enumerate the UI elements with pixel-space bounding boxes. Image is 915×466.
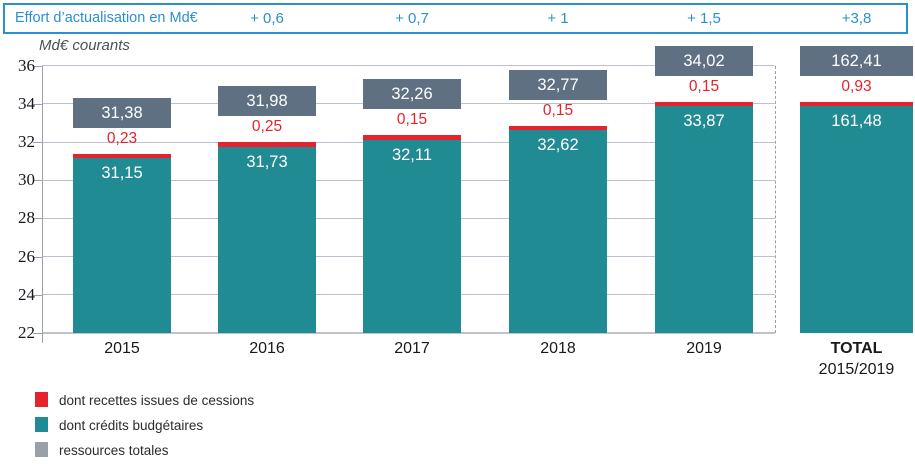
y-axis-line [42, 65, 43, 343]
effort-header-box: Effort d’actualisation en Md€ + 0,6 + 0,7… [3, 3, 908, 34]
ressources-value-label: 162,41 [831, 51, 882, 70]
credits-value-label: 32,11 [391, 145, 433, 164]
axis-tick [33, 218, 42, 220]
effort-value: + 0,7 [395, 10, 429, 27]
y-tick-label: 34 [18, 93, 35, 113]
y-tick-label: 36 [18, 55, 35, 75]
axis-tick [33, 103, 42, 105]
y-tick-label: 32 [18, 132, 35, 151]
bar-cap-cessions-2015 [73, 153, 171, 159]
credits-value-label: 33,87 [683, 112, 725, 131]
axis-tick [33, 294, 42, 296]
ressources-box-TOTAL: 162,41 [800, 45, 913, 76]
cessions-value-label: 0,15 [688, 77, 720, 95]
cessions-value-label: 0,25 [251, 118, 283, 136]
x-category-label: TOTAL [830, 340, 883, 357]
bar-cap-cessions-2019 [655, 101, 753, 107]
bar-credits-2015 [73, 158, 171, 333]
ressources-value-label: 32,77 [537, 75, 579, 94]
y-tick-label: 26 [18, 246, 35, 266]
legend-swatch-icon [35, 392, 48, 407]
ressources-value-label: 31,38 [101, 103, 143, 122]
bar-credits-TOTAL [800, 106, 913, 333]
effort-header-label: Effort d’actualisation en Md€ [15, 10, 198, 26]
axis-tick [33, 256, 42, 258]
bar-cap-cessions-2016 [218, 142, 316, 148]
legend-swatch-icon [35, 417, 48, 432]
bar-credits-2018 [509, 130, 607, 333]
bar-credits-2017 [363, 139, 461, 333]
grid-line [42, 332, 775, 334]
credits-value-label: 31,15 [101, 164, 143, 183]
effort-value: + 1 [547, 10, 569, 27]
credits-value-label: 32,62 [537, 136, 579, 155]
total-divider-dashed-line [775, 65, 776, 333]
x-category-label: 2017 [394, 340, 430, 357]
cessions-value-label: 0,15 [542, 101, 574, 119]
y-tick-label: 30 [18, 170, 35, 190]
ressources-value-label: 32,26 [391, 85, 433, 104]
legend-item-label: dont crédits budgétaires [59, 418, 204, 433]
cessions-value-label: 0,93 [841, 77, 872, 95]
axis-tick [33, 142, 42, 143]
y-tick-label: 28 [18, 208, 35, 228]
axis-tick [33, 65, 42, 67]
credits-value-label: 161,48 [831, 112, 882, 131]
x-category-label: 2018 [540, 340, 576, 357]
legend-item: dont recettes issues de cessions [35, 392, 335, 408]
x-category-label: 2016 [249, 340, 285, 357]
ressources-box-2015: 31,38 [73, 97, 171, 128]
ressources-box-2016: 31,98 [218, 86, 316, 117]
effort-value: + 1,5 [687, 10, 721, 27]
x-category-subline: 2015/2019 [818, 361, 895, 378]
x-category-label: 2019 [686, 340, 722, 357]
ressources-value-label: 34,02 [683, 51, 725, 70]
bar-cap-cessions-2017 [363, 135, 461, 140]
axis-tick [33, 333, 42, 334]
axis-unit-label: Md€ courants [39, 37, 130, 54]
bar-cap-cessions-TOTAL [800, 101, 913, 107]
credits-value-label: 31,73 [246, 153, 288, 172]
legend-item-label: dont recettes issues de cessions [59, 393, 255, 408]
bar-cap-cessions-2018 [509, 125, 607, 131]
bar-credits-2016 [218, 147, 316, 333]
effort-value: +3,8 [841, 10, 872, 27]
x-category-label: 2015 [104, 340, 140, 357]
legend-item-label: ressources totales [59, 443, 169, 458]
axis-tick [33, 180, 42, 182]
y-tick-label: 24 [18, 284, 35, 304]
grid-line [42, 65, 775, 67]
ressources-value-label: 31,98 [246, 92, 288, 111]
y-tick-label: 22 [18, 323, 35, 342]
legend-item: ressources totales [35, 442, 335, 458]
ressources-box-2017: 32,26 [363, 79, 461, 110]
legend-item: dont crédits budgétaires [35, 417, 335, 433]
effort-value: + 0,6 [250, 10, 284, 27]
legend-swatch-icon [35, 442, 48, 457]
ressources-box-2018: 32,77 [509, 69, 607, 100]
cessions-value-label: 0,15 [396, 111, 428, 129]
cessions-value-label: 0,23 [106, 129, 138, 147]
ressources-box-2019: 34,02 [655, 45, 753, 76]
bar-credits-2019 [655, 106, 753, 333]
